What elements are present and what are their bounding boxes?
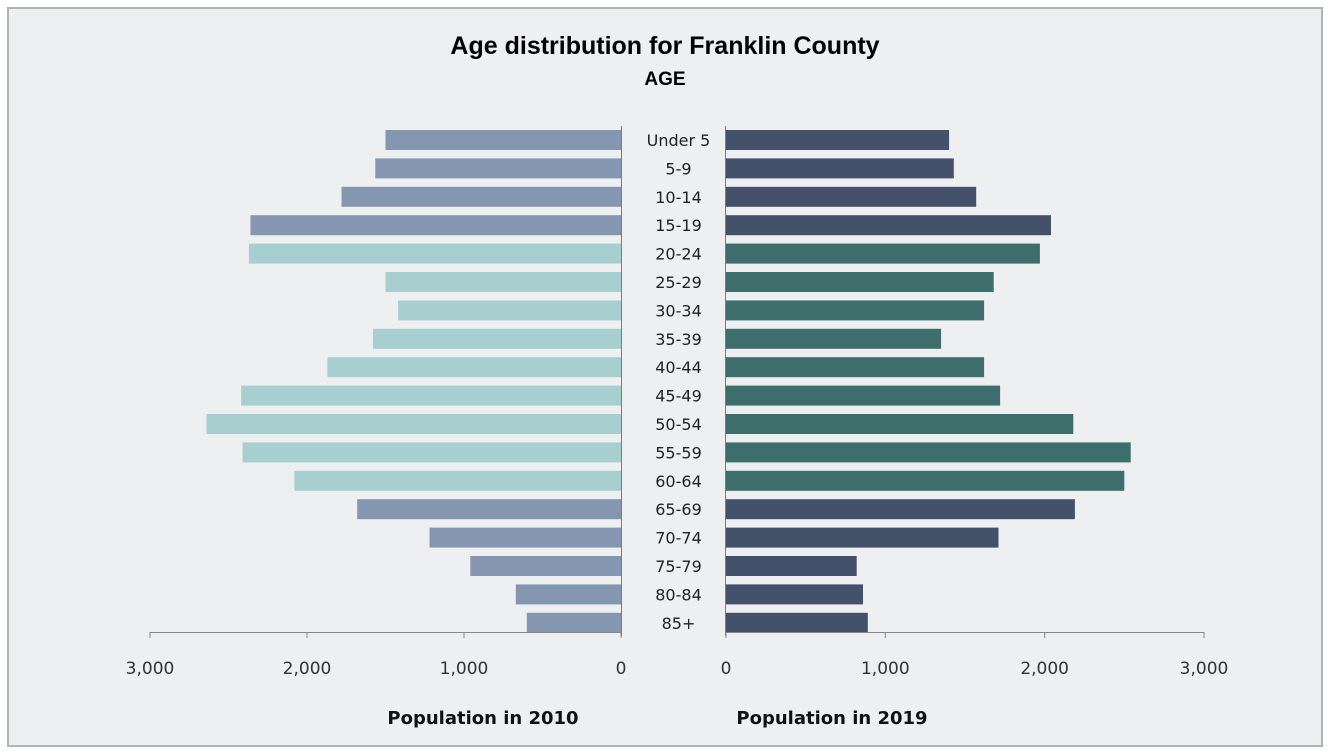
bar-2019-60-64 <box>726 470 1125 491</box>
bar-2010-80-84 <box>515 584 621 605</box>
bar-2010-40-44 <box>327 357 621 378</box>
chart-title: Age distribution for Franklin County <box>450 32 880 60</box>
bar-2019-45-49 <box>726 385 1001 406</box>
left-tick-label: 3,000 <box>126 659 175 679</box>
right-tick-label: 1,000 <box>861 659 910 679</box>
bar-2010-70-74 <box>429 527 621 548</box>
bar-2019-55-59 <box>726 442 1131 463</box>
category-label: 80-84 <box>655 585 702 604</box>
bar-2019-85+ <box>726 612 868 633</box>
bar-2010-Under 5 <box>385 130 621 150</box>
bar-2010-50-54 <box>206 414 621 434</box>
category-label: 5-9 <box>665 159 691 178</box>
bar-2010-55-59 <box>242 442 621 463</box>
bar-2010-65-69 <box>357 499 621 520</box>
chart-subtitle: AGE <box>644 69 686 90</box>
category-label: 50-54 <box>655 415 702 434</box>
category-label: 85+ <box>662 614 696 633</box>
category-label: 35-39 <box>655 330 702 349</box>
bar-2019-65-69 <box>726 499 1075 520</box>
bar-2019-80-84 <box>726 584 863 605</box>
bar-2019-Under 5 <box>726 130 950 150</box>
bar-2010-85+ <box>526 612 621 633</box>
right-tick-label: 2,000 <box>1020 659 1069 679</box>
category-label: 65-69 <box>655 500 702 519</box>
bar-2019-50-54 <box>726 414 1074 434</box>
bar-2010-60-64 <box>294 470 621 491</box>
left-tick-label: 2,000 <box>283 659 332 679</box>
category-label: 45-49 <box>655 387 702 406</box>
bar-2019-15-19 <box>726 215 1051 236</box>
bar-2010-35-39 <box>372 328 621 349</box>
bar-2019-70-74 <box>726 527 999 548</box>
category-label: 70-74 <box>655 529 702 548</box>
chart-frame: Age distribution for Franklin County AGE <box>7 7 1323 747</box>
left-tick-label: 0 <box>616 659 627 679</box>
x-axis-label-2019: Population in 2019 <box>736 708 927 729</box>
bar-2010-45-49 <box>241 385 621 406</box>
left-tick-label: 1,000 <box>440 659 489 679</box>
category-label: 25-29 <box>655 273 702 292</box>
bar-2019-10-14 <box>726 186 977 207</box>
bar-2019-40-44 <box>726 357 985 378</box>
right-tick-label: 0 <box>721 659 732 679</box>
bar-2019-75-79 <box>726 556 857 576</box>
category-label: Under 5 <box>647 131 711 150</box>
bar-2019-35-39 <box>726 328 942 349</box>
bar-2010-75-79 <box>470 556 621 576</box>
bar-2019-20-24 <box>726 243 1040 264</box>
category-label: 40-44 <box>655 358 702 377</box>
bar-2010-5-9 <box>375 158 621 179</box>
bar-2019-30-34 <box>726 300 985 321</box>
bar-2010-25-29 <box>385 272 621 292</box>
bar-2010-20-24 <box>248 243 621 264</box>
bar-2010-30-34 <box>398 300 621 321</box>
category-label: 75-79 <box>655 557 702 576</box>
category-label: 15-19 <box>655 216 702 235</box>
right-tick-label: 3,000 <box>1180 659 1229 679</box>
x-axis-label-2010: Population in 2010 <box>387 708 578 729</box>
category-label: 20-24 <box>655 245 702 264</box>
bar-2019-5-9 <box>726 158 954 179</box>
bar-2019-25-29 <box>726 272 994 292</box>
bar-2010-10-14 <box>341 186 621 207</box>
category-label: 30-34 <box>655 301 702 320</box>
category-label: 10-14 <box>655 188 702 207</box>
bar-2010-15-19 <box>250 215 621 236</box>
category-label: 60-64 <box>655 472 702 491</box>
category-label: 55-59 <box>655 443 702 462</box>
